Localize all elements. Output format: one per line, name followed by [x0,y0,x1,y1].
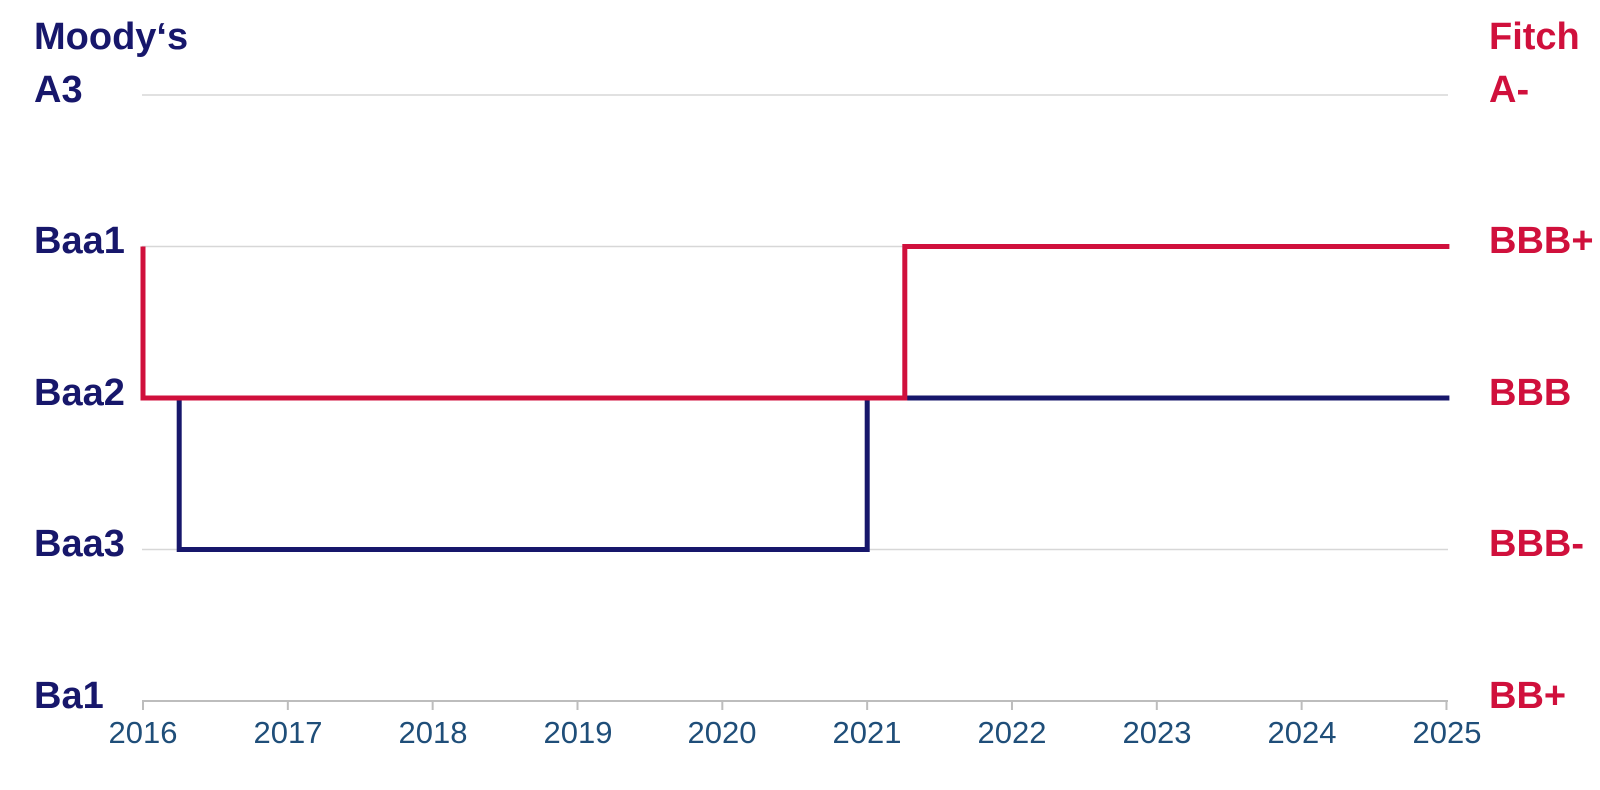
x-tick-label-2019: 2019 [543,715,613,750]
left-axis-label-baa1: Baa1 [34,220,125,262]
x-tick-label-2016: 2016 [108,715,178,750]
x-tick-label-2020: 2020 [687,715,757,750]
x-tick-label-2017: 2017 [253,715,323,750]
left-axis-label-baa3: Baa3 [34,523,125,565]
right-axis-label-bb-plus: BB+ [1489,675,1567,717]
right-axis-label-bbb-minus: BBB- [1489,523,1584,565]
x-tick-label-2022: 2022 [977,715,1047,750]
moodys-axis-title: Moody‘s [34,16,189,58]
right-axis-label-bbb-plus: BBB+ [1489,220,1594,262]
right-axis-label-bbb: BBB [1489,372,1572,414]
x-tick-label-2021: 2021 [832,715,902,750]
x-tick-label-2024: 2024 [1267,715,1337,750]
x-tick-label-2025: 2025 [1412,715,1482,750]
fitch-axis-title: Fitch [1489,16,1580,58]
x-tick-label-2023: 2023 [1122,715,1192,750]
left-axis-label-baa2: Baa2 [34,372,125,414]
right-axis-label-a-minus: A- [1489,69,1530,111]
x-tick-label-2018: 2018 [398,715,468,750]
left-axis-label-a3: A3 [34,69,83,111]
left-axis-label-ba1: Ba1 [34,675,104,717]
